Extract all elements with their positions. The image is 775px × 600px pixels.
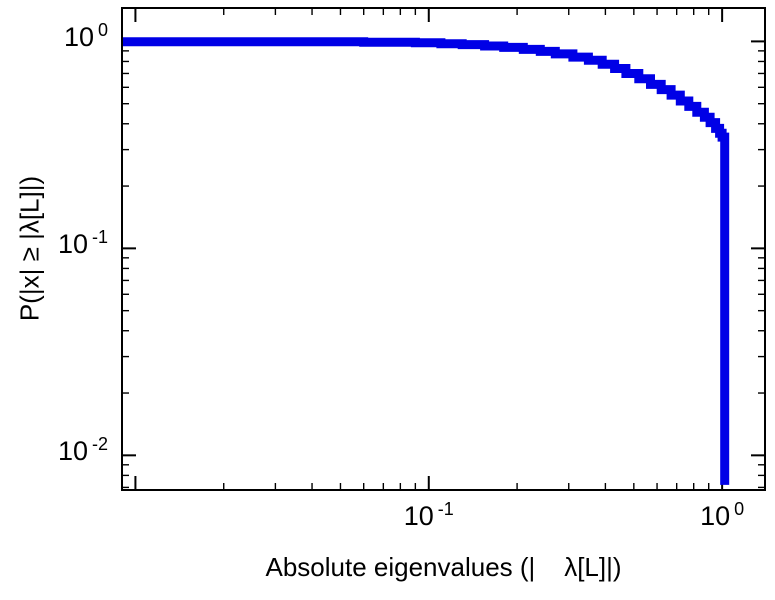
tick-base: 10 [700, 501, 731, 531]
tick-exponent: 0 [734, 499, 745, 519]
x-axis-label: Absolute eigenvalues (| λ[L]|) [265, 552, 622, 582]
tick-base: 10 [57, 229, 88, 260]
y-tick-label: 10 0 [0, 20, 108, 53]
tick-exponent: -2 [91, 434, 108, 455]
plot-frame [121, 7, 766, 491]
tick-base: 10 [63, 22, 94, 53]
tick-exponent: -1 [437, 499, 454, 519]
x-tick-label: 10 0 [672, 499, 772, 532]
tick-exponent: 0 [97, 20, 108, 41]
tick-exponent: -1 [91, 227, 108, 248]
ccdf-curve [122, 37, 730, 485]
tick-base: 10 [403, 501, 434, 531]
x-tick-label: 10 -1 [379, 499, 479, 532]
y-tick-label: 10 -2 [0, 434, 108, 467]
tick-base: 10 [57, 436, 88, 467]
y-tick-label: 10 -1 [0, 227, 108, 260]
